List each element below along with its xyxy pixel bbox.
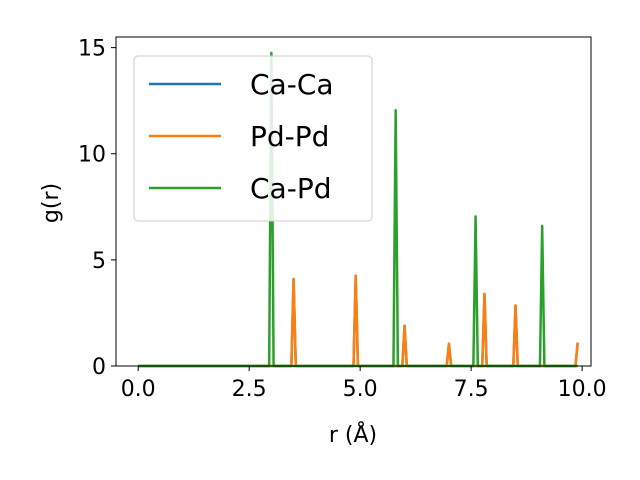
y-tick-label: 10 <box>78 143 106 168</box>
x-tick-label: 10.0 <box>558 377 607 402</box>
plot-frame <box>115 36 592 367</box>
x-axis-label: r (Å) <box>329 421 377 448</box>
y-tick-label: 0 <box>92 355 106 380</box>
y-tick-label: 15 <box>78 37 106 62</box>
legend-box <box>133 55 373 222</box>
x-tick-label: 7.5 <box>454 377 489 402</box>
legend-label: Ca-Pd <box>250 172 331 205</box>
series-line-pd-pd <box>138 274 579 368</box>
legend-label: Pd-Pd <box>250 120 329 153</box>
legend-label: Ca-Ca <box>250 68 334 101</box>
legend: Ca-Ca Pd-Pd Ca-Pd <box>133 55 373 222</box>
ticks: 0.0 2.5 5.0 7.5 10.0 0 5 10 15 <box>78 37 607 402</box>
x-tick-label: 5.0 <box>343 377 378 402</box>
y-tick-label: 5 <box>92 249 106 274</box>
x-tick-label: 2.5 <box>232 377 267 402</box>
y-axis-label: g(r) <box>39 183 64 223</box>
x-tick-label: 0.0 <box>121 377 156 402</box>
